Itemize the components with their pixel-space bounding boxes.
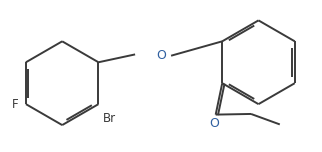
Text: Br: Br [102, 112, 116, 125]
Text: O: O [209, 117, 219, 130]
Text: O: O [156, 49, 166, 62]
Text: F: F [12, 98, 18, 111]
